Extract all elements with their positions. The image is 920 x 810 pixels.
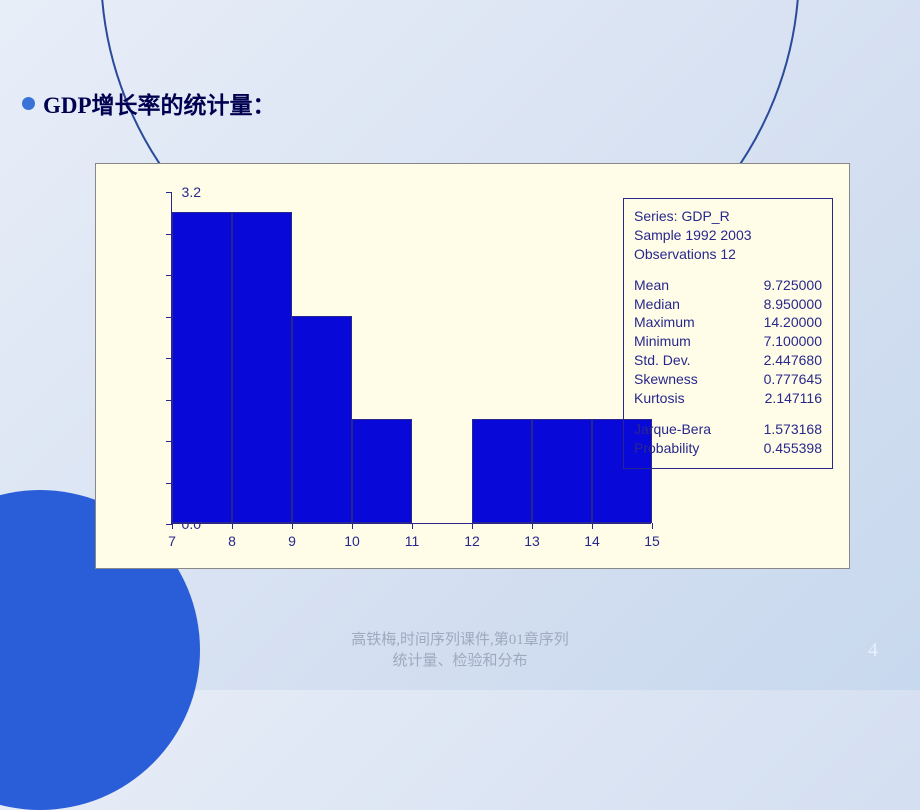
stat-row: Mean 9.725000 [634,276,822,295]
stat-label: Probability [634,439,699,458]
x-axis-label: 8 [228,533,236,549]
stat-row: Probability 0.455398 [634,439,822,458]
slide-footer: 高铁梅,时间序列课件,第01章序列 统计量、检验和分布 [351,630,569,672]
x-tick [652,523,653,529]
x-axis-label: 12 [464,533,480,549]
x-tick [232,523,233,529]
slide-title: GDP增长率的统计量： [43,86,276,120]
stat-row: Median 8.950000 [634,295,822,314]
slide-title-row: GDP增长率的统计量： [22,86,276,120]
stat-label: Maximum [634,313,695,332]
stat-label: Jarque-Bera [634,420,711,439]
x-tick [172,523,173,529]
x-tick [472,523,473,529]
x-axis-label: 15 [644,533,660,549]
stat-value: 2.147116 [765,389,822,408]
x-tick [292,523,293,529]
stat-label: Minimum [634,332,691,351]
stat-label: Std. Dev. [634,351,691,370]
stat-label: Median [634,295,680,314]
plot-region: 0.00.40.81.21.62.02.42.83.27891011121314… [171,192,651,524]
stat-value: 7.100000 [764,332,822,351]
stat-value: 9.725000 [764,276,822,295]
stat-value: 0.455398 [764,439,822,458]
stats-tests: Jarque-Bera 1.573168 Probability 0.455398 [634,420,822,458]
stats-descriptive: Mean 9.725000 Median 8.950000 Maximum 14.2000… [634,276,822,408]
stat-row: Std. Dev. 2.447680 [634,351,822,370]
x-tick [412,523,413,529]
eviews-output-panel: 0.00.40.81.21.62.02.42.83.27891011121314… [95,163,850,569]
histogram-bar [292,316,352,524]
histogram-chart: 0.00.40.81.21.62.02.42.83.27891011121314… [131,184,676,544]
x-tick [592,523,593,529]
x-axis-label: 13 [524,533,540,549]
histogram-bar [232,212,292,523]
stat-row: Skewness 0.777645 [634,370,822,389]
histogram-bar [352,419,412,523]
stat-label: Kurtosis [634,389,685,408]
statistics-box: Series: GDP_R Sample 1992 2003 Observati… [623,198,833,469]
x-axis-label: 11 [405,533,420,549]
x-axis-label: 14 [584,533,600,549]
x-axis-label: 10 [344,533,360,549]
stat-row: Minimum 7.100000 [634,332,822,351]
histogram-bar [532,419,592,523]
stat-value: 2.447680 [764,351,822,370]
histogram-bar [172,212,232,523]
stat-row: Maximum 14.20000 [634,313,822,332]
stat-value: 8.950000 [764,295,822,314]
histogram-bar [472,419,532,523]
stat-label: Mean [634,276,669,295]
stat-value: 0.777645 [764,370,822,389]
stat-row: Jarque-Bera 1.573168 [634,420,822,439]
x-axis-label: 7 [168,533,176,549]
stat-row: Kurtosis 2.147116 [634,389,822,408]
footer-line-2: 统计量、检验和分布 [351,651,569,672]
bullet-icon [22,97,35,110]
y-axis-label: 3.2 [161,184,201,200]
stats-observations: Observations 12 [634,245,822,264]
x-tick [532,523,533,529]
stats-sample: Sample 1992 2003 [634,226,822,245]
stat-value: 1.573168 [764,420,822,439]
stat-value: 14.20000 [764,313,822,332]
stats-series: Series: GDP_R [634,207,822,226]
footer-line-1: 高铁梅,时间序列课件,第01章序列 [351,630,569,651]
page-number: 4 [868,639,878,662]
x-tick [352,523,353,529]
stat-label: Skewness [634,370,698,389]
x-axis-label: 9 [288,533,296,549]
